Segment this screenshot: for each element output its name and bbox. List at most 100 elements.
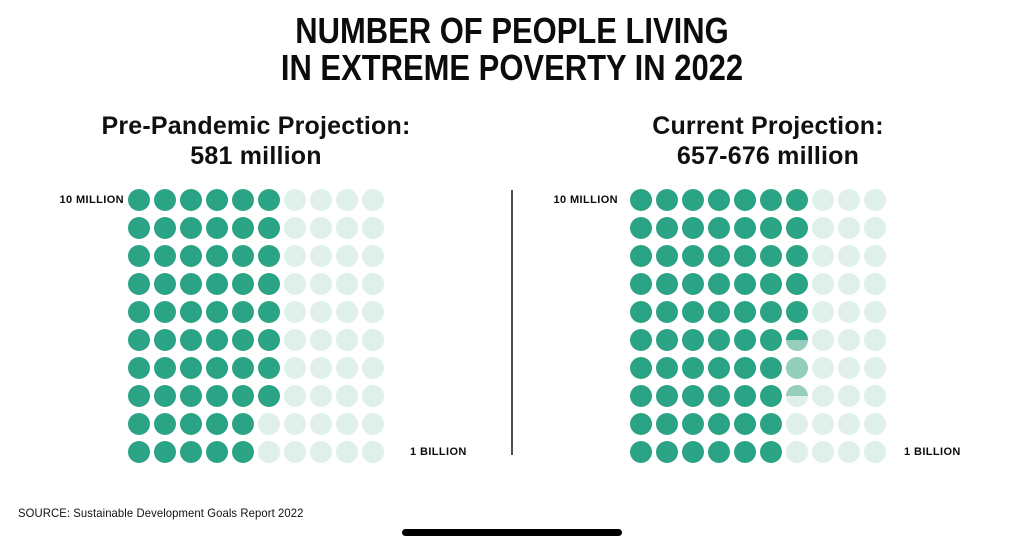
dot-r9-c10 — [864, 413, 886, 435]
dot-r7-c8 — [812, 357, 834, 379]
dot-r8-c5 — [232, 385, 254, 407]
dot-r7-c2 — [656, 357, 678, 379]
pre-pandemic-dot-grid — [128, 189, 384, 463]
dot-r1-c2 — [154, 189, 176, 211]
dot-r1-c3 — [180, 189, 202, 211]
dot-r9-c9 — [838, 413, 860, 435]
current-title-line1: Current Projection: — [652, 112, 884, 140]
dot-r3-c1 — [630, 245, 652, 267]
dot-r7-c5 — [734, 357, 756, 379]
dot-r9-c6 — [258, 413, 280, 435]
dot-r7-c5 — [232, 357, 254, 379]
dot-r4-c6 — [760, 273, 782, 295]
dot-r8-c7 — [284, 385, 306, 407]
dot-r7-c3 — [180, 357, 202, 379]
dot-r3-c2 — [154, 245, 176, 267]
dot-r8-c2 — [656, 385, 678, 407]
pre-pandemic-title-value: 581 million — [190, 142, 322, 170]
dot-r4-c4 — [206, 273, 228, 295]
dot-r6-c2 — [656, 329, 678, 351]
dot-r2-c5 — [232, 217, 254, 239]
dot-r5-c1 — [128, 301, 150, 323]
dot-r6-c2 — [154, 329, 176, 351]
dot-r4-c8 — [310, 273, 332, 295]
dot-r4-c5 — [232, 273, 254, 295]
dot-r9-c7 — [284, 413, 306, 435]
dot-r2-c6 — [760, 217, 782, 239]
dot-r7-c4 — [708, 357, 730, 379]
dot-r10-c9 — [838, 441, 860, 463]
source-attribution: SOURCE: Sustainable Development Goals Re… — [18, 506, 304, 520]
dot-r8-c7 — [786, 385, 808, 407]
dot-r1-c3 — [682, 189, 704, 211]
dot-r4-c2 — [656, 273, 678, 295]
dot-r7-c10 — [864, 357, 886, 379]
dot-r1-c10 — [362, 189, 384, 211]
dot-r3-c6 — [258, 245, 280, 267]
dot-r3-c9 — [838, 245, 860, 267]
dot-r9-c8 — [310, 413, 332, 435]
dot-r7-c7 — [786, 357, 808, 379]
dot-r1-c4 — [708, 189, 730, 211]
dot-r7-c9 — [838, 357, 860, 379]
dot-r6-c4 — [206, 329, 228, 351]
dot-r5-c8 — [310, 301, 332, 323]
dot-r4-c3 — [180, 273, 202, 295]
dot-r4-c1 — [128, 273, 150, 295]
current-title-value: 657-676 million — [676, 142, 860, 170]
dot-r8-c6 — [258, 385, 280, 407]
dot-r9-c3 — [180, 413, 202, 435]
dot-r8-c5 — [734, 385, 756, 407]
dot-r5-c6 — [258, 301, 280, 323]
current-dot-grid — [630, 189, 886, 463]
dot-r8-c3 — [682, 385, 704, 407]
dot-r6-c7 — [786, 329, 808, 351]
dot-r9-c10 — [362, 413, 384, 435]
dot-r2-c4 — [206, 217, 228, 239]
dot-r3-c7 — [284, 245, 306, 267]
dot-r1-c7 — [284, 189, 306, 211]
dot-r5-c5 — [734, 301, 756, 323]
dot-r5-c1 — [630, 301, 652, 323]
page-title: NUMBER OF PEOPLE LIVING IN EXTREME POVER… — [0, 12, 1024, 86]
dot-r3-c3 — [682, 245, 704, 267]
dot-r4-c6 — [258, 273, 280, 295]
dot-r1-c1 — [630, 189, 652, 211]
dot-r6-c1 — [128, 329, 150, 351]
dot-r6-c10 — [362, 329, 384, 351]
dot-r8-c1 — [128, 385, 150, 407]
dot-r10-c1 — [128, 441, 150, 463]
dot-r9-c5 — [734, 413, 756, 435]
dot-r3-c8 — [310, 245, 332, 267]
dot-r7-c6 — [258, 357, 280, 379]
dot-r2-c10 — [864, 217, 886, 239]
dot-r2-c8 — [310, 217, 332, 239]
dot-r10-c2 — [656, 441, 678, 463]
dot-r8-c10 — [362, 385, 384, 407]
dot-r7-c8 — [310, 357, 332, 379]
dot-r8-c6 — [760, 385, 782, 407]
dot-r8-c9 — [838, 385, 860, 407]
dot-r1-c10 — [864, 189, 886, 211]
dot-r4-c7 — [786, 273, 808, 295]
dot-r6-c3 — [682, 329, 704, 351]
dot-r5-c4 — [206, 301, 228, 323]
dot-r3-c4 — [206, 245, 228, 267]
dot-r9-c4 — [708, 413, 730, 435]
dot-r3-c1 — [128, 245, 150, 267]
dot-r4-c5 — [734, 273, 756, 295]
dot-r4-c8 — [812, 273, 834, 295]
dot-r1-c7 — [786, 189, 808, 211]
dot-r7-c7 — [284, 357, 306, 379]
dot-r3-c10 — [864, 245, 886, 267]
dot-r6-c6 — [258, 329, 280, 351]
dot-r3-c9 — [336, 245, 358, 267]
pre-pandemic-title-line1: Pre-Pandemic Projection: — [101, 112, 411, 140]
dot-r1-c5 — [232, 189, 254, 211]
dot-r6-c4 — [708, 329, 730, 351]
dot-r4-c2 — [154, 273, 176, 295]
dot-r10-c10 — [362, 441, 384, 463]
dot-r8-c3 — [180, 385, 202, 407]
dot-r8-c1 — [630, 385, 652, 407]
dot-r2-c6 — [258, 217, 280, 239]
